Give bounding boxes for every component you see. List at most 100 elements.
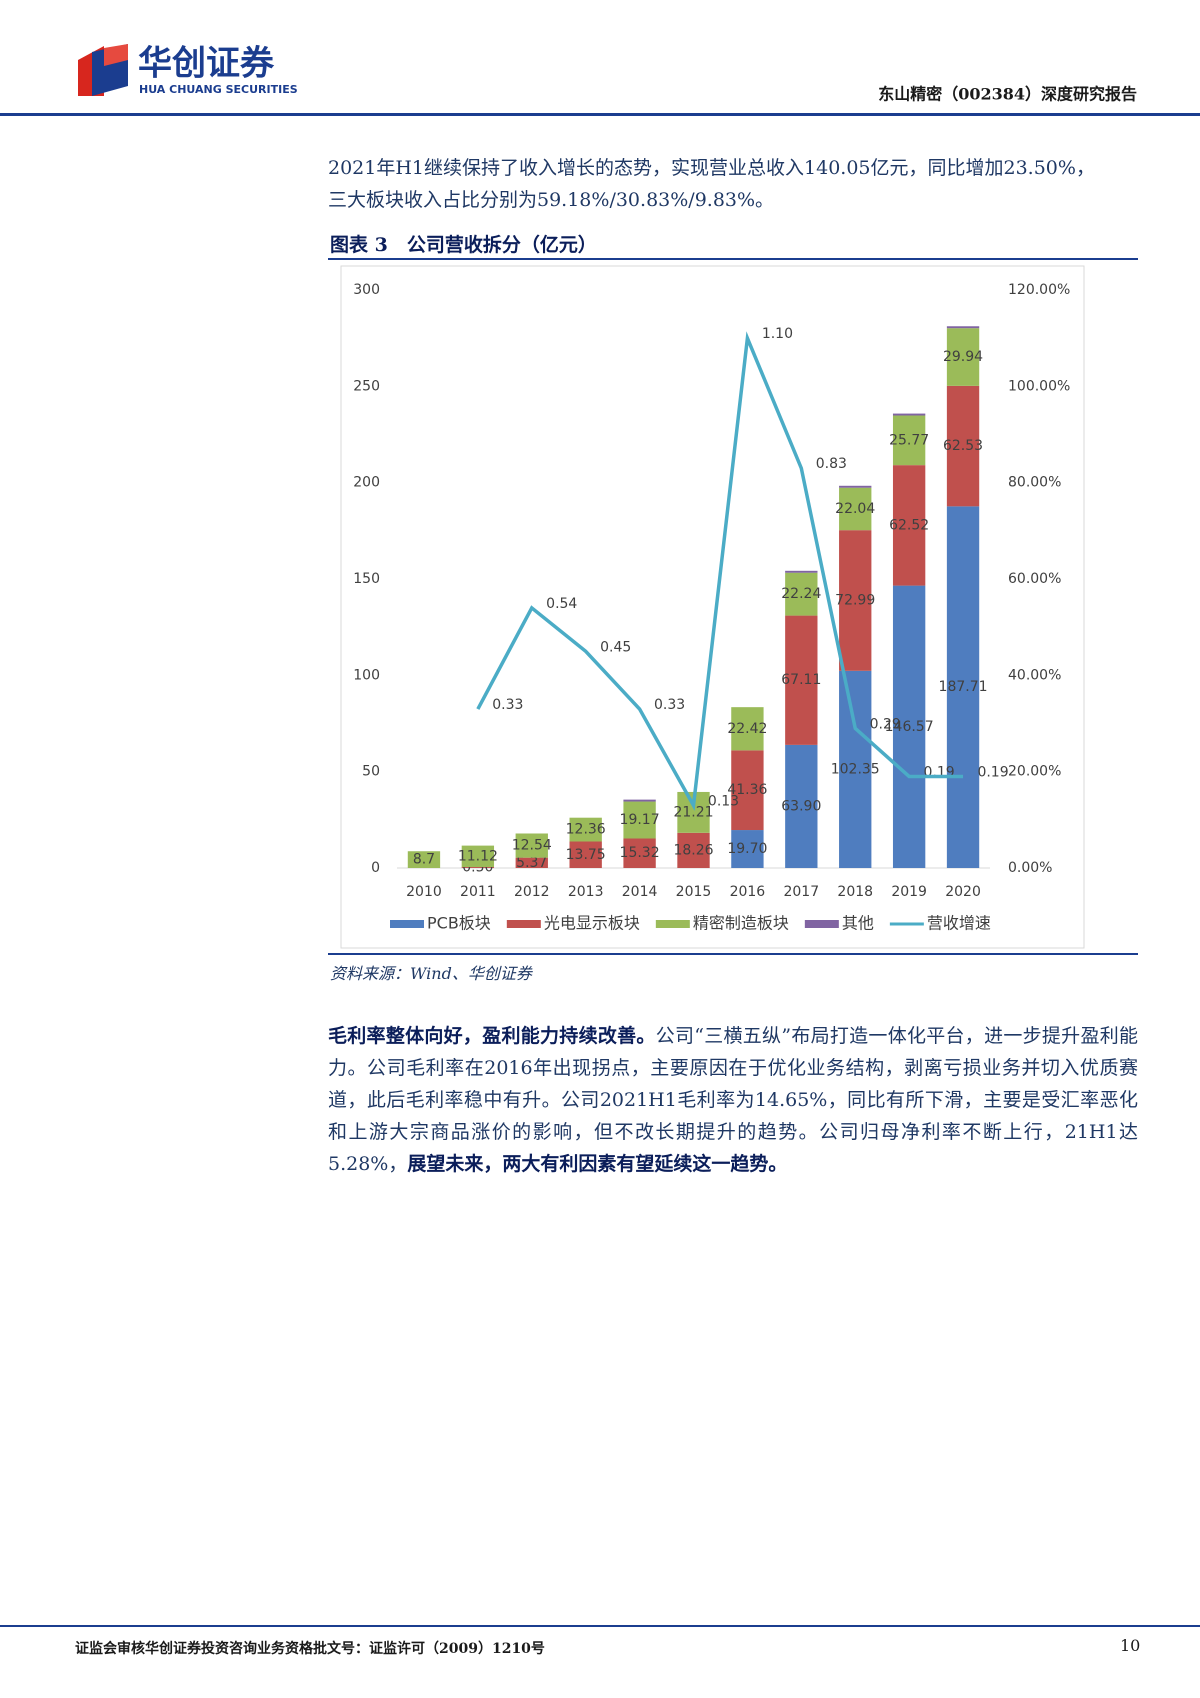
line-label: 0.54	[546, 596, 577, 612]
legend-label: PCB板块	[427, 914, 491, 933]
bar-segment	[946, 328, 980, 386]
y2-tick-label: 120.00%	[1008, 282, 1070, 298]
header-rule	[0, 113, 1200, 116]
bar-segment	[839, 485, 872, 488]
x-tick-label: 2013	[568, 884, 604, 900]
data-label: 62.53	[943, 438, 983, 454]
legend-swatch	[655, 920, 690, 928]
data-label: 22.04	[835, 501, 875, 517]
x-tick-label: 2010	[406, 884, 442, 900]
bar-segment	[731, 750, 764, 831]
chart: 0 50 100 150 200 250 300 0.00% 20.00% 40.00% 60.00…	[340, 265, 1085, 949]
logo-shape	[104, 44, 128, 66]
y-tick-label: 250	[353, 378, 380, 394]
x-tick-label: 2012	[514, 884, 550, 900]
x-tick-label: 2015	[676, 884, 712, 900]
legend-label: 其他	[842, 914, 874, 933]
data-label: 12.36	[566, 822, 606, 838]
line-label: 0.13	[708, 793, 739, 809]
data-label: 187.71	[939, 679, 988, 695]
y-tick-label: 200	[353, 475, 380, 491]
bar-segment	[515, 833, 548, 858]
x-tick-label: 2020	[945, 884, 981, 900]
intro-line: 三大板块收入占比分别为59.18%/30.83%/9.83%。	[328, 189, 775, 211]
data-label: 8.7	[413, 852, 435, 868]
chart-frame	[340, 265, 1085, 949]
data-label: 11.12	[458, 848, 498, 864]
bar-segment	[407, 851, 441, 868]
data-label: 18.26	[673, 842, 713, 858]
data-label: 21.21	[673, 804, 713, 820]
header-graphics: 华创证券 HUA CHUANG SECURITIES 东山精密（002384）深…	[0, 44, 1200, 116]
x-tick-label: 2019	[891, 884, 927, 900]
data-label: 12.54	[512, 838, 552, 854]
data-label: 41.36	[727, 782, 767, 798]
body-conclusion: 展望未来，两大有利因素有望延续这一趋势。	[407, 1153, 788, 1175]
bar-segment	[677, 832, 710, 868]
line-label: 0.29	[870, 716, 901, 732]
y-tick-label: 50	[362, 764, 380, 780]
intro-line: 2021年H1继续保持了收入增长的态势，实现营业总收入140.05亿元，同比增加…	[328, 157, 1095, 179]
y-tick-label: 0	[371, 860, 380, 876]
data-label: 62.52	[889, 517, 929, 533]
line-label: 0.33	[654, 697, 685, 713]
data-label: 13.75	[566, 847, 606, 863]
body-lead: 毛利率整体向好，盈利能力持续改善。	[328, 1025, 656, 1047]
body-text: 公司“三横五纵”布局打造一体化平台，进一步提升盈利能力。公司毛利率在2016年出…	[328, 1025, 1138, 1175]
data-label: 72.99	[835, 592, 875, 608]
page-number: 10	[1120, 1636, 1141, 1655]
line	[476, 331, 964, 811]
report-title: 东山精密（002384）深度研究报告	[878, 85, 1137, 104]
intro: 2021年H1继续保持了收入增长的态势，实现营业总收入140.05亿元，同比增加…	[328, 152, 1095, 216]
line-label: 0.83	[816, 456, 847, 472]
bar-segment	[785, 615, 818, 745]
figure-title: 图表 3 公司营收拆分（亿元）	[330, 234, 597, 256]
bar-segment	[892, 413, 926, 416]
line-label: 0.19	[977, 764, 1008, 780]
line-label: 0.45	[600, 639, 631, 655]
x-tick-label: 2011	[460, 884, 496, 900]
data-label: 5.37	[516, 855, 547, 871]
data-label: 22.24	[781, 586, 821, 602]
footer-notice: 证监会审核华创证券投资咨询业务资格批文号：证监许可（2009）1210号	[75, 1641, 545, 1657]
data-label: 102.35	[831, 761, 880, 777]
legend-label: 光电显示板块	[544, 914, 640, 933]
bar-segment	[892, 585, 926, 868]
y-tick-label: 300	[353, 282, 380, 298]
bar-segment	[461, 867, 495, 868]
legend-label: 精密制造板块	[693, 914, 789, 933]
data-label: 15.32	[620, 845, 660, 861]
bar-segment	[839, 530, 872, 671]
data-label: 29.94	[943, 349, 983, 365]
bar-segment	[946, 326, 980, 329]
legend-swatch	[804, 920, 839, 928]
legend-swatch	[390, 920, 424, 928]
bar-segment	[892, 415, 926, 466]
logo-text: 华创证券	[138, 44, 275, 84]
bar-segment	[515, 857, 548, 868]
bar-segment	[839, 670, 872, 868]
bar-segment	[785, 570, 818, 573]
legend-label: 营收增速	[927, 914, 991, 933]
y2-tick-label: 20.00%	[1008, 764, 1061, 780]
bar-segment	[892, 465, 926, 586]
bar-segment	[946, 506, 980, 868]
bar-segment	[569, 841, 602, 868]
y2-tick-label: 40.00%	[1008, 667, 1061, 683]
y-tick-label: 100	[353, 667, 380, 683]
source: 资料来源：Wind、华创证券	[330, 964, 532, 983]
figure-rule	[328, 258, 1138, 260]
x-tick-label: 2017	[783, 884, 819, 900]
bar-segment	[785, 572, 818, 616]
data-label: 19.70	[727, 841, 767, 857]
bar-segment	[785, 744, 818, 868]
bar-segment	[946, 385, 980, 507]
bar-segment	[623, 801, 656, 839]
footer-rule	[0, 1625, 1200, 1627]
y2-tick-label: 60.00%	[1008, 571, 1061, 587]
bar-segment	[623, 799, 656, 802]
logo-subtext: HUA CHUANG SECURITIES	[139, 83, 298, 96]
legend-swatch	[506, 920, 541, 928]
figure-rule	[328, 953, 1138, 955]
data-label: 146.57	[885, 719, 934, 735]
